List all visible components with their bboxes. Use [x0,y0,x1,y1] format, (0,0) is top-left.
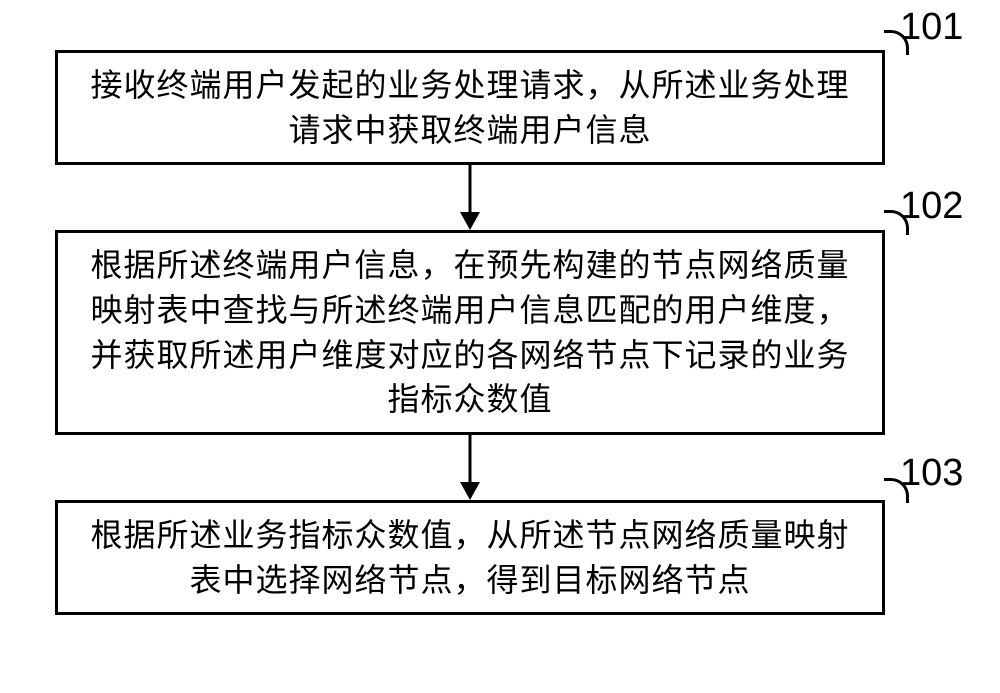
arrow-1-head [460,212,480,230]
step-102: 根据所述终端用户信息，在预先构建的节点网络质量映射表中查找与所述终端用户信息匹配… [55,230,885,435]
step-103: 根据所述业务指标众数值，从所述节点网络质量映射表中选择网络节点，得到目标网络节点 [55,500,885,615]
step-101-text: 接收终端用户发起的业务处理请求，从所述业务处理请求中获取终端用户信息 [78,63,862,153]
arrow-2-head [460,482,480,500]
flowchart-canvas: 101 接收终端用户发起的业务处理请求，从所述业务处理请求中获取终端用户信息 1… [0,0,1000,693]
step-103-text: 根据所述业务指标众数值，从所述节点网络质量映射表中选择网络节点，得到目标网络节点 [78,513,862,603]
label-102: 102 [900,185,963,228]
step-101: 接收终端用户发起的业务处理请求，从所述业务处理请求中获取终端用户信息 [55,50,885,165]
step-102-text: 根据所述终端用户信息，在预先构建的节点网络质量映射表中查找与所述终端用户信息匹配… [78,243,862,422]
label-103: 103 [900,452,963,495]
arrow-1 [469,165,472,212]
label-101: 101 [900,6,963,49]
arrow-2 [469,435,472,482]
